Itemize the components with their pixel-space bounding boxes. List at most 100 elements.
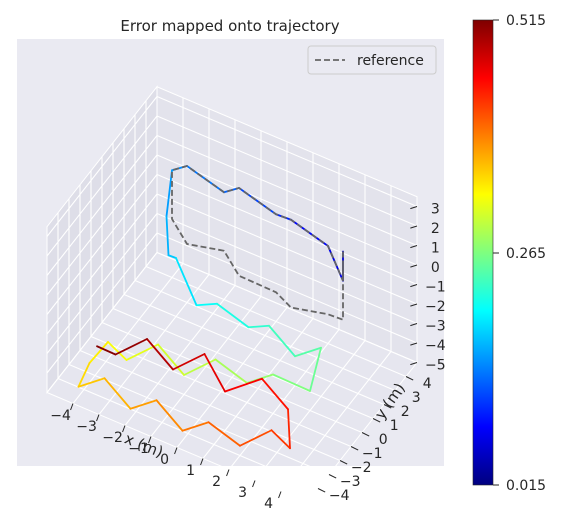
y-axis-tick-label: 4 — [423, 376, 432, 392]
axes-3d — [46, 85, 418, 466]
trajectory-segment — [96, 345, 117, 356]
trajectory-segment — [172, 353, 206, 371]
z-axis-tick-label: −4 — [425, 338, 446, 354]
x-axis-tick-mark — [278, 491, 282, 499]
z-axis-tick-mark — [410, 323, 418, 327]
x-axis-tick-label: −2 — [102, 430, 123, 446]
trajectory-segment — [165, 215, 170, 257]
y-axis-tick-mark — [405, 376, 414, 381]
z-axis-tick-label: 3 — [431, 202, 440, 218]
trajectory-segment — [247, 324, 270, 329]
grid-line — [46, 252, 158, 393]
y-axis-tick-label: −3 — [340, 474, 361, 490]
trajectory-segment — [195, 302, 218, 307]
trajectory-segment — [88, 341, 109, 364]
legend-label-reference: reference — [357, 53, 424, 69]
trajectory-segment — [183, 358, 217, 376]
x-axis-tick-mark — [96, 414, 100, 422]
trajectory-segment — [181, 421, 210, 432]
z-axis-tick-label: 2 — [431, 221, 440, 237]
grid-line — [134, 279, 396, 392]
legend-box — [307, 45, 437, 75]
trajectory-segment — [157, 343, 185, 376]
trajectory-segment — [107, 341, 128, 361]
y-axis-tick-mark — [383, 404, 392, 409]
z-axis-tick-mark — [410, 206, 418, 210]
x-axis-tick-mark — [226, 469, 230, 477]
grid-line — [156, 193, 418, 305]
y-axis-tick-mark — [317, 488, 326, 493]
chart-title: Error mapped onto trajectory — [120, 17, 339, 35]
z-axis-tick-label: −1 — [425, 280, 446, 296]
x-axis-tick-label: 3 — [238, 485, 247, 501]
x-axis-tick-mark — [122, 425, 126, 433]
z-axis-tick-mark — [410, 303, 418, 307]
grid-line — [46, 135, 158, 276]
x-axis-tick-label: −4 — [50, 408, 71, 424]
grid-line — [156, 95, 418, 208]
z-axis-tick-label: −3 — [425, 319, 446, 335]
trajectory-segment — [77, 362, 91, 388]
z-axis-tick-label: −2 — [425, 299, 446, 315]
reference-line — [171, 165, 344, 322]
grid-line — [156, 154, 418, 266]
z-axis-tick-label: −5 — [425, 358, 446, 374]
grid-line — [46, 193, 158, 335]
trajectory-segment — [287, 408, 291, 450]
y-axis-tick-label: −2 — [351, 460, 372, 476]
trajectory-segment — [167, 254, 177, 259]
x-axis-tick-label: −3 — [76, 419, 97, 435]
grid-line — [156, 173, 418, 286]
x-axis-tick-label: −1 — [128, 441, 149, 457]
x-axis-tick-mark — [174, 447, 178, 455]
grid-line — [46, 115, 158, 257]
z-axis-tick-label: 0 — [431, 260, 440, 276]
x-axis-tick-label: 0 — [160, 452, 169, 468]
y-axis-tick-label: 3 — [412, 390, 421, 406]
grid-line — [46, 154, 158, 296]
x-axis-tick-mark — [252, 480, 256, 488]
colorbar-mid-label: 0.265 — [506, 246, 546, 262]
trajectory-segment — [165, 169, 173, 218]
trajectory-segment — [309, 346, 322, 392]
grid-line — [156, 212, 418, 325]
grid-line — [156, 251, 418, 364]
trajectory-segment — [224, 377, 263, 393]
grid-line — [79, 349, 341, 462]
x-axis-tick-mark — [200, 458, 204, 466]
trajectory-segment — [268, 324, 296, 358]
grid-line — [145, 265, 407, 378]
trajectory-segment — [155, 399, 184, 432]
x-axis-tick-label: 2 — [212, 474, 221, 490]
grid-line — [112, 307, 374, 420]
trajectory-segment — [77, 377, 106, 388]
grid-line — [57, 377, 267, 466]
grid-line — [46, 213, 158, 354]
y-axis-tick-label: −4 — [329, 488, 350, 504]
y-axis-tick-label: 1 — [390, 418, 399, 434]
trajectory-segment — [114, 338, 148, 356]
grid-line — [101, 321, 363, 434]
grid-line — [46, 174, 158, 315]
x-axis-tick-mark — [70, 403, 74, 411]
x-axis-tick-label: 4 — [264, 496, 273, 508]
trajectory-segment — [272, 373, 311, 392]
y-axis-tick-label: 2 — [401, 404, 410, 420]
colorbar: 0.515 0.265 0.015 — [472, 13, 546, 494]
grid-line — [90, 335, 352, 448]
trajectory-segment — [261, 377, 289, 411]
colorbar-max-label: 0.515 — [506, 13, 546, 29]
y-axis-tick-label: 0 — [379, 432, 388, 448]
y-axis-tick-mark — [372, 418, 381, 423]
grid-line — [68, 363, 311, 466]
z-axis-tick-mark — [410, 284, 418, 288]
z-axis-tick-mark — [410, 362, 418, 366]
trajectory-segment — [270, 429, 291, 450]
y-axis-tick-label: −1 — [362, 446, 383, 462]
legend: reference — [307, 45, 437, 75]
trajectory-segment — [216, 302, 250, 329]
trajectory-segment — [129, 399, 158, 410]
x-axis-tick-label: 1 — [186, 463, 195, 479]
